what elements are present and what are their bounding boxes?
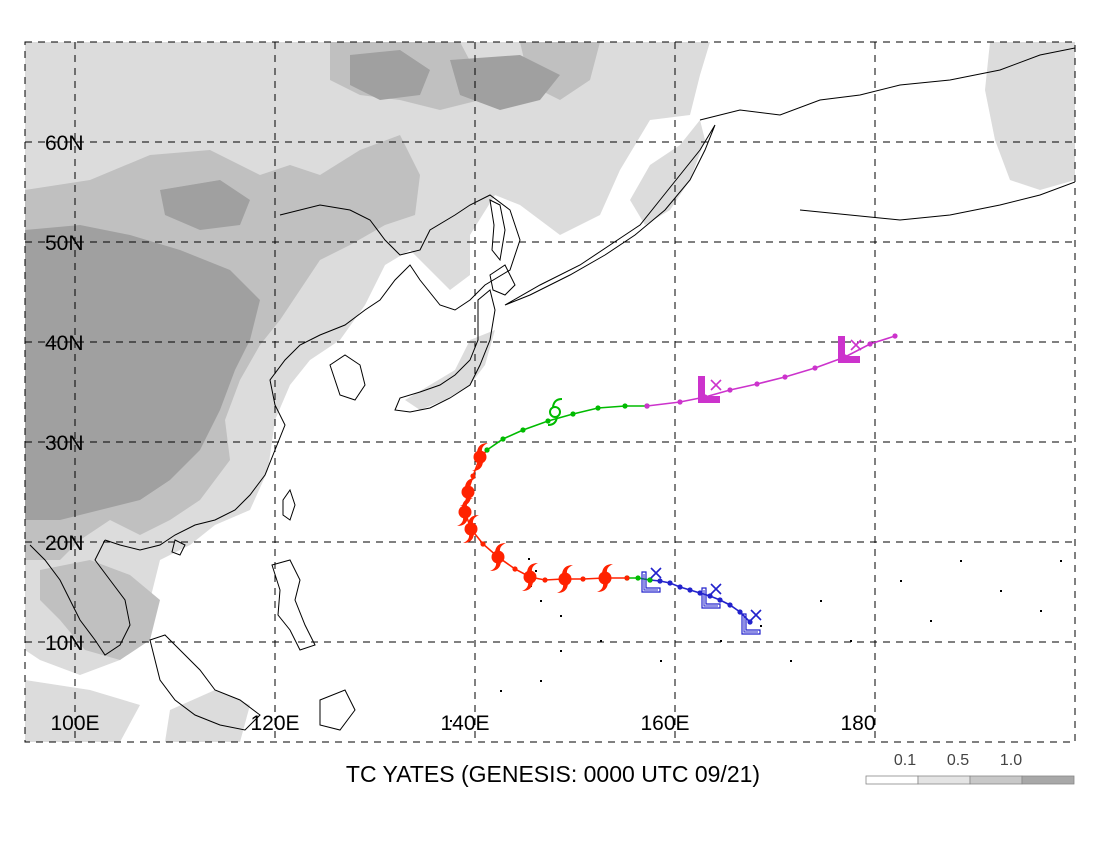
legend-label-1.0: 1.0 <box>1000 752 1022 769</box>
track-point <box>754 381 760 387</box>
track-point <box>512 566 518 572</box>
terrain-dark <box>25 225 260 520</box>
map-title: TC YATES (GENESIS: 0000 UTC 09/21) <box>346 761 760 787</box>
typhoon-icon <box>490 543 506 571</box>
terrain-light-indonesia <box>25 680 250 742</box>
lon-label-140e: 140E <box>440 712 489 735</box>
typhoon-icon <box>472 443 488 471</box>
terrain-mid-se-asia <box>40 560 160 660</box>
lon-label-160e: 160E <box>640 712 689 735</box>
track-point <box>737 609 743 615</box>
track-point <box>624 575 630 581</box>
track-point <box>500 436 506 442</box>
track-point <box>484 447 490 453</box>
legend-swatch-3 <box>969 775 1023 785</box>
lon-label-100e: 100E <box>50 712 99 735</box>
lon-labels: 100E 120E 140E 160E 180 <box>50 712 875 735</box>
lat-label-20n: 20N <box>45 532 84 555</box>
legend-swatch-1 <box>865 775 919 785</box>
track-segment-typhoon-2 <box>464 449 627 581</box>
terrain-dark-central <box>160 180 250 230</box>
lon-label-120e: 120E <box>250 712 299 735</box>
typhoon-icon <box>460 478 476 506</box>
pacific-islands <box>450 558 1062 722</box>
track-point <box>635 575 641 581</box>
track-point <box>747 619 753 625</box>
legend-label-0.1: 0.1 <box>894 752 916 769</box>
lat-label-60n: 60N <box>45 132 84 155</box>
low-pressure-icon <box>701 583 722 609</box>
track-point <box>545 418 551 424</box>
legend-label-0.5: 0.5 <box>947 752 969 769</box>
terrain-light-alaska <box>985 42 1075 190</box>
track-point <box>727 602 733 608</box>
lat-label-50n: 50N <box>45 232 84 255</box>
tropical-storm-icon <box>547 398 563 426</box>
track-point <box>687 587 693 593</box>
track-point <box>677 399 683 405</box>
track-point <box>480 541 486 547</box>
track-point <box>867 341 873 347</box>
typhoon-icon <box>597 564 613 592</box>
track-point <box>470 473 476 479</box>
track-point <box>707 593 713 599</box>
lat-labels: 60N 50N 40N 30N 20N 10N <box>45 132 84 655</box>
coastlines <box>29 47 1075 731</box>
typhoon-icon <box>463 515 479 543</box>
lat-lon-grid <box>24 41 1076 743</box>
track-segment-depression-0 <box>649 579 751 623</box>
low-pressure-icon <box>838 336 862 363</box>
terrain-light-kamchatka <box>630 120 705 225</box>
legend-swatch-4 <box>1021 775 1075 785</box>
legend-swatch-2 <box>917 775 971 785</box>
low-pressure-icon <box>641 567 662 593</box>
track-point <box>727 387 733 393</box>
track-segment-storm-3 <box>486 405 647 451</box>
track-point <box>892 333 898 339</box>
shading-legend: 0.1 0.5 1.0 <box>865 752 1075 785</box>
low-pressure-icon <box>698 376 722 403</box>
lat-label-40n: 40N <box>45 332 84 355</box>
typhoon-icon <box>522 563 538 591</box>
low-pressure-icon <box>741 609 762 635</box>
lon-label-180: 180 <box>840 712 875 735</box>
track-point <box>697 590 703 596</box>
track-point <box>542 577 548 583</box>
track-point <box>580 576 586 582</box>
track-segment-extratropical-4 <box>646 335 896 407</box>
track-point <box>667 580 673 586</box>
track-point <box>520 427 526 433</box>
track-point <box>782 374 788 380</box>
typhoon-icon <box>557 565 573 593</box>
map-area <box>25 42 1075 742</box>
lat-label-30n: 30N <box>45 432 84 455</box>
storm-symbols <box>457 336 862 635</box>
terrain-dark-north <box>350 50 560 110</box>
track-point <box>717 597 723 603</box>
track-point <box>647 577 653 583</box>
track-point <box>622 403 628 409</box>
lat-label-10n: 10N <box>45 632 84 655</box>
track-point <box>812 365 818 371</box>
terrain-light-japan <box>405 330 495 410</box>
track-point <box>677 584 683 590</box>
track-point <box>595 405 601 411</box>
terrain-shading <box>25 42 1075 742</box>
track-point <box>644 403 650 409</box>
track-point <box>657 578 663 584</box>
track-point <box>570 411 576 417</box>
